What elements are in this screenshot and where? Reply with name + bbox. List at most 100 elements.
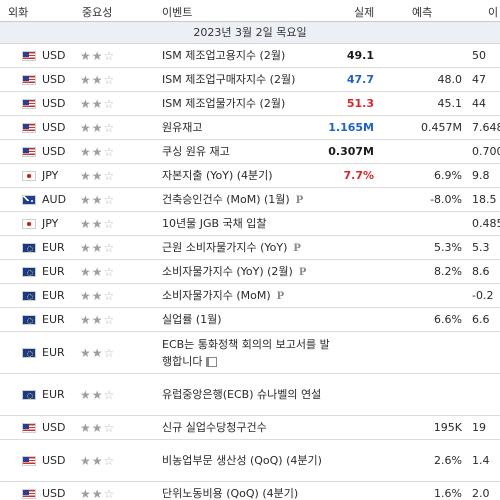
event-name[interactable]: 유럽중앙은행(ECB) 슈나벨의 연설 (162, 388, 322, 401)
event-name[interactable]: ISM 제조업물가지수 (2월) (162, 97, 286, 110)
event-cell[interactable]: 단위노동비용 (QoQ) (4분기) (162, 482, 330, 500)
table-row[interactable]: USD ★ ★ ☆ ISM 제조업물가지수 (2월) 51.3 45.1 44 (0, 92, 500, 116)
flag-cell (22, 440, 36, 481)
event-name[interactable]: ISM 제조업구매자지수 (2월) (162, 73, 296, 86)
event-cell[interactable]: 10년물 JGB 국채 입찰 (162, 212, 330, 235)
au-flag-icon (22, 194, 36, 205)
star-filled-icon: ★ (91, 48, 104, 63)
event-cell[interactable]: 소비자물가지수 (YoY) (2월) P (162, 260, 330, 283)
importance-stars: ★ ★ ☆ (80, 482, 132, 500)
table-row[interactable]: EUR ★ ★ ☆ 유럽중앙은행(ECB) 슈나벨의 연설 (0, 374, 500, 416)
header-importance[interactable]: 중요성 (82, 6, 113, 19)
forecast-value: 1.6% (434, 487, 462, 500)
star-filled-icon: ★ (80, 453, 92, 468)
header-forecast[interactable]: 예측 (412, 6, 433, 19)
star-filled-icon: ★ (80, 192, 92, 207)
actual-value: 51.3 (346, 97, 374, 110)
event-name[interactable]: 원유재고 (162, 121, 203, 134)
event-name[interactable]: 자본지출 (YoY) (4분기) (162, 169, 273, 182)
event-name[interactable]: ECB는 통화정책 회의의 보고서를 발행합니다 (162, 337, 330, 368)
header-event[interactable]: 이벤트 (162, 6, 193, 19)
table-row[interactable]: USD ★ ★ ☆ 신규 실업수당청구건수 195K 19 (0, 416, 500, 440)
event-cell[interactable]: ISM 제조업구매자지수 (2월) (162, 68, 330, 91)
event-cell[interactable]: 실업률 (1월) (162, 308, 330, 331)
table-row[interactable]: EUR ★ ★ ☆ 실업률 (1월) 6.6% 6.6 (0, 308, 500, 332)
table-row[interactable]: EUR ★ ★ ☆ 소비자물가지수 (MoM) P -0.2 (0, 284, 500, 308)
forecast-value: 195K (433, 421, 462, 434)
jp-flag-icon (22, 170, 36, 181)
report-document-icon (206, 356, 218, 367)
event-name[interactable]: 소비자물가지수 (MoM) P (162, 287, 284, 305)
event-name[interactable]: 신규 실업수당청구건수 (162, 421, 267, 434)
flag-cell (22, 164, 36, 187)
event-name[interactable]: 쿠싱 원유 재고 (162, 145, 230, 158)
actual-value: 47.7 (346, 73, 374, 86)
event-cell[interactable]: 근원 소비자물가지수 (YoY) P (162, 236, 330, 259)
flag-cell (22, 188, 36, 211)
event-cell[interactable]: 신규 실업수당청구건수 (162, 416, 330, 439)
currency-code: USD (42, 121, 66, 134)
table-row[interactable]: EUR ★ ★ ☆ ECB는 통화정책 회의의 보고서를 발행합니다 (0, 332, 500, 374)
currency-code: AUD (42, 193, 67, 206)
event-name[interactable]: 단위노동비용 (QoQ) (4분기) (162, 487, 299, 500)
previous-value: -0.2 (472, 289, 494, 302)
header-previous[interactable]: 이 (488, 6, 499, 19)
event-cell[interactable]: ECB는 통화정책 회의의 보고서를 발행합니다 (162, 332, 330, 373)
table-row[interactable]: JPY★★☆10년물 JGB 국채 입찰0.485 (0, 212, 500, 236)
table-row[interactable]: USD ★ ★ ☆ ISM 제조업구매자지수 (2월) 47.7 48.0 47 (0, 68, 500, 92)
forecast-value: 8.2% (434, 265, 462, 278)
table-row[interactable]: USD ★ ★ ☆ ISM 제조업고용지수 (2월) 49.1 50 (0, 44, 500, 68)
previous-value (472, 374, 500, 415)
forecast-value (394, 140, 462, 163)
event-cell[interactable]: ISM 제조업고용지수 (2월) (162, 44, 330, 67)
table-row[interactable]: JPY ★ ★ ☆ 자본지출 (YoY) (4분기) 7.7% 6.9% 9.8 (0, 164, 500, 188)
flag-cell (22, 140, 36, 163)
event-name[interactable]: 비농업부문 생산성 (QoQ) (4분기) (162, 454, 322, 467)
importance-stars: ★ ★ ☆ (80, 284, 132, 307)
header-actual[interactable]: 실제 (354, 6, 375, 19)
event-cell[interactable]: 유럽중앙은행(ECB) 슈나벨의 연설 (162, 374, 330, 415)
event-cell[interactable]: 소비자물가지수 (MoM) P (162, 284, 330, 307)
flag-cell (22, 44, 36, 67)
event-cell[interactable]: ISM 제조업물가지수 (2월) (162, 92, 330, 115)
flag-cell (22, 260, 36, 283)
table-row[interactable]: EUR ★ ★ ☆ 근원 소비자물가지수 (YoY) P 5.3% 5.3 (0, 236, 500, 260)
event-name[interactable]: 근원 소비자물가지수 (YoY) P (162, 239, 301, 257)
currency-code: EUR (42, 388, 65, 401)
event-cell[interactable]: 원유재고 (162, 116, 330, 139)
table-row[interactable]: USD ★ ★ ☆ 비농업부문 생산성 (QoQ) (4분기) 2.6% 1.4 (0, 440, 500, 482)
event-name[interactable]: 10년물 JGB 국채 입찰 (162, 217, 267, 230)
forecast-value: -8.0% (430, 193, 462, 206)
event-name[interactable]: 실업률 (1월) (162, 313, 222, 326)
event-cell[interactable]: 자본지출 (YoY) (4분기) (162, 164, 330, 187)
flag-cell (22, 284, 36, 307)
importance-stars: ★ ★ ☆ (80, 212, 132, 235)
actual-value: 49.1 (346, 49, 374, 62)
currency-code: USD (42, 145, 66, 158)
star-filled-icon: ★ (80, 168, 92, 183)
star-filled-icon: ★ (80, 120, 92, 135)
forecast-value: 45.1 (437, 97, 463, 110)
event-name[interactable]: 소비자물가지수 (YoY) (2월) P (162, 263, 306, 281)
flag-cell (22, 212, 36, 235)
previous-value: 6.6 (472, 313, 490, 326)
event-name[interactable]: ISM 제조업고용지수 (2월) (162, 49, 286, 62)
table-row[interactable]: USD ★ ★ ☆ 단위노동비용 (QoQ) (4분기) 1.6% 2.0 (0, 482, 500, 500)
star-filled-icon: ★ (80, 48, 92, 63)
currency-code: EUR (42, 289, 65, 302)
table-row[interactable]: EUR ★ ★ ☆ 소비자물가지수 (YoY) (2월) P 8.2% 8.6 (0, 260, 500, 284)
event-cell[interactable]: 비농업부문 생산성 (QoQ) (4분기) (162, 440, 330, 481)
event-cell[interactable]: 쿠싱 원유 재고 (162, 140, 330, 163)
event-cell[interactable]: 건축승인건수 (MoM) (1월) P (162, 188, 330, 211)
table-header: 외화 중요성 이벤트 실제 예측 이 (0, 0, 500, 22)
actual-value (330, 332, 374, 373)
star-filled-icon: ★ (80, 264, 92, 279)
actual-value (330, 188, 374, 211)
event-name[interactable]: 건축승인건수 (MoM) (1월) P (162, 191, 303, 209)
star-empty-icon: ☆ (103, 345, 116, 360)
table-row[interactable]: AUD ★ ★ ☆ 건축승인건수 (MoM) (1월) P -8.0% 18.5 (0, 188, 500, 212)
header-currency[interactable]: 외화 (8, 6, 29, 19)
star-empty-icon: ☆ (103, 240, 116, 255)
